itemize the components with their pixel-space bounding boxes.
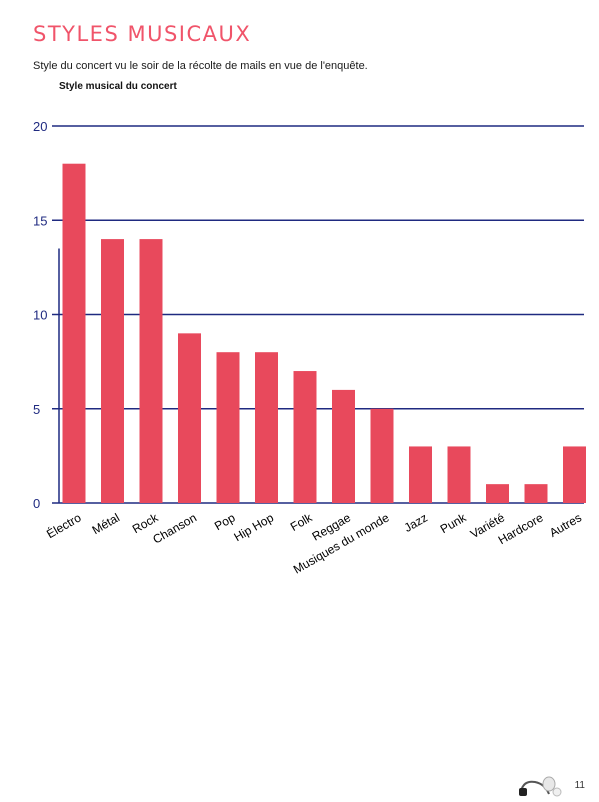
x-tick-label: Électro [44, 509, 84, 541]
x-tick-label: Métal [90, 510, 122, 537]
page-subtitle: Style du concert vu le soir de la récolt… [33, 60, 368, 72]
bar [255, 352, 278, 503]
bar [524, 484, 548, 503]
x-tick-label: Hardcore [496, 510, 546, 547]
x-tick-label: Punk [438, 510, 470, 536]
x-tick-label: Chanson [150, 510, 199, 546]
y-tick-label: 15 [33, 213, 47, 228]
bar [62, 163, 86, 503]
bar [293, 371, 317, 503]
page-number: 11 [574, 780, 585, 791]
bar [563, 446, 586, 503]
bar [178, 333, 201, 503]
x-tick-label: Hip Hop [231, 510, 276, 544]
y-tick-label: 0 [33, 496, 40, 511]
y-tick-label: 20 [33, 119, 47, 134]
bar [101, 239, 124, 503]
y-tick-label: 5 [33, 402, 40, 417]
x-tick-label: Autres [547, 510, 584, 539]
bar [216, 352, 240, 503]
headphones-logo-icon [519, 776, 562, 797]
bar [447, 446, 471, 503]
x-tick-label: Jazz [402, 510, 430, 534]
bar [370, 408, 394, 503]
chart-title: Style musical du concert [59, 81, 177, 92]
bar [332, 389, 355, 503]
page-title: STYLES MUSICAUX [33, 22, 252, 46]
bar [486, 484, 509, 503]
y-tick-label: 10 [33, 308, 47, 323]
bar [409, 446, 432, 503]
bar [139, 239, 163, 503]
